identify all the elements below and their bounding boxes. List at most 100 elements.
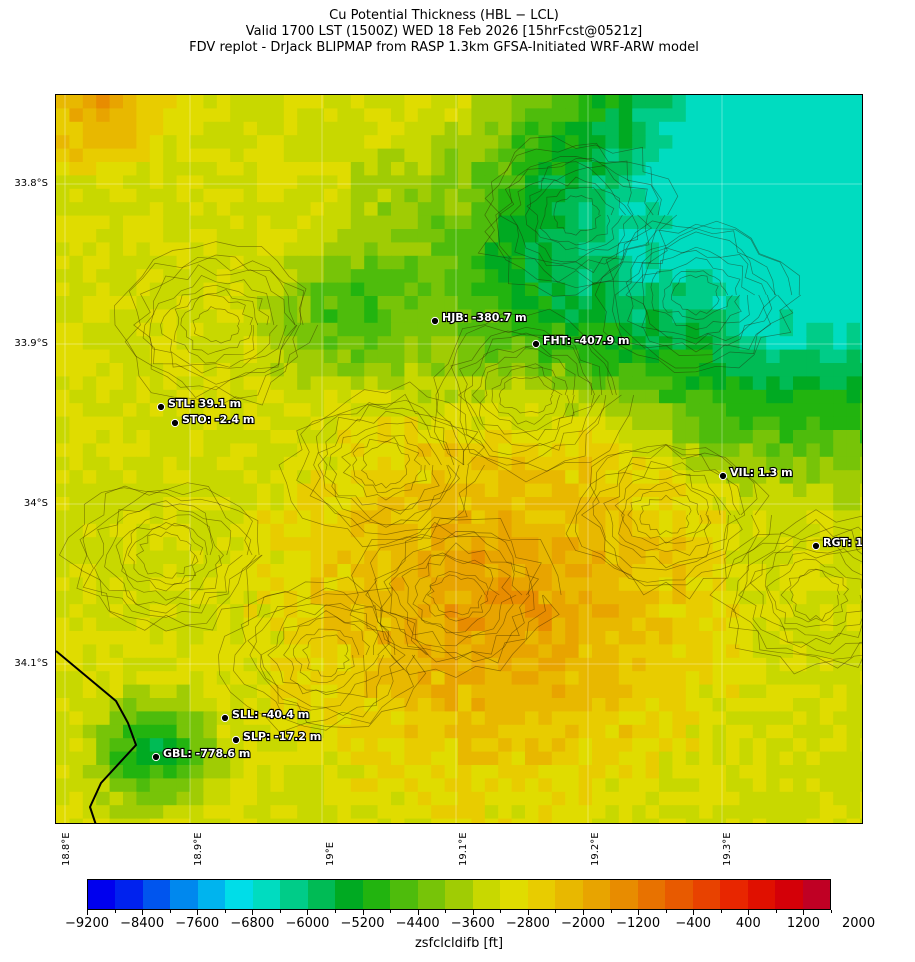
colorbar-cell bbox=[665, 880, 693, 909]
raster-cell bbox=[672, 95, 687, 109]
raster-cell bbox=[806, 389, 821, 404]
raster-cell bbox=[431, 711, 446, 726]
raster-cell bbox=[659, 671, 673, 686]
raster-cell bbox=[605, 751, 620, 766]
raster-cell bbox=[766, 483, 781, 498]
raster-cell bbox=[377, 483, 392, 498]
raster-cell bbox=[766, 738, 781, 753]
raster-cell bbox=[551, 818, 566, 823]
raster-cell bbox=[391, 470, 405, 485]
raster-cell bbox=[458, 296, 472, 310]
raster-cell bbox=[257, 389, 271, 404]
raster-cell bbox=[377, 443, 392, 458]
colorbar-tick-mark bbox=[472, 910, 474, 915]
station-rgt[interactable]: RGT: 117.8 m bbox=[811, 535, 863, 550]
raster-cell bbox=[283, 617, 298, 632]
raster-cell bbox=[618, 135, 633, 150]
raster-cell bbox=[243, 108, 258, 123]
raster-cell bbox=[846, 644, 861, 659]
raster-cell bbox=[444, 269, 459, 284]
raster-cell bbox=[538, 765, 553, 779]
raster-cell bbox=[819, 443, 834, 458]
station-stl[interactable]: STL: 39.1 m bbox=[156, 396, 242, 411]
raster-cell bbox=[297, 403, 312, 418]
raster-cell bbox=[498, 430, 513, 444]
raster-cell bbox=[391, 684, 405, 699]
raster-cell bbox=[699, 590, 714, 605]
raster-cell bbox=[605, 805, 620, 820]
raster-cell bbox=[444, 121, 459, 136]
raster-cell bbox=[350, 751, 365, 766]
raster-cell bbox=[257, 269, 271, 284]
raster-cell bbox=[444, 765, 459, 779]
station-fht[interactable]: FHT: -407.9 m bbox=[531, 333, 631, 348]
raster-cell bbox=[82, 711, 97, 726]
raster-cell bbox=[645, 604, 660, 619]
raster-cell bbox=[176, 376, 191, 391]
station-sto[interactable]: STO: -2.4 m bbox=[170, 412, 255, 427]
raster-cell bbox=[793, 322, 807, 337]
raster-cell bbox=[163, 215, 178, 230]
raster-cell bbox=[618, 818, 633, 823]
raster-cell bbox=[69, 188, 84, 203]
raster-cell bbox=[618, 363, 633, 377]
colorbar-tick-mark bbox=[831, 910, 832, 913]
station-vil[interactable]: VIL: 1.3 m bbox=[718, 465, 794, 480]
raster-cell bbox=[685, 577, 700, 592]
raster-cell bbox=[123, 403, 137, 418]
raster-cell bbox=[230, 470, 245, 485]
raster-cell bbox=[766, 631, 781, 645]
raster-cell bbox=[779, 483, 794, 498]
raster-cell bbox=[632, 349, 647, 364]
raster-cell bbox=[806, 296, 821, 310]
raster-cell bbox=[672, 711, 687, 726]
raster-cell bbox=[525, 322, 539, 337]
raster-cell bbox=[377, 456, 392, 471]
raster-cell bbox=[82, 644, 97, 659]
raster-cell bbox=[833, 215, 848, 230]
raster-cell bbox=[190, 456, 204, 471]
station-slp[interactable]: SLP: -17.2 m bbox=[231, 729, 322, 745]
raster-cell bbox=[578, 724, 593, 739]
raster-cell bbox=[659, 389, 673, 404]
raster-cell bbox=[659, 657, 673, 672]
raster-cell bbox=[511, 269, 526, 284]
raster-cell bbox=[56, 724, 70, 739]
raster-cell bbox=[565, 711, 580, 726]
raster-cell bbox=[793, 711, 807, 726]
raster-cell bbox=[699, 309, 714, 324]
raster-cell bbox=[819, 95, 834, 109]
raster-cell bbox=[793, 229, 807, 243]
raster-cell bbox=[685, 135, 700, 150]
colorbar-tick-label: −9200 bbox=[65, 916, 109, 931]
station-hjb[interactable]: HJB: -380.7 m bbox=[430, 310, 528, 325]
raster-cell bbox=[203, 322, 218, 337]
raster-cell bbox=[632, 470, 647, 485]
raster-cell bbox=[149, 202, 164, 217]
raster-cell bbox=[350, 416, 365, 431]
raster-cell bbox=[324, 483, 338, 498]
raster-cell bbox=[779, 510, 794, 525]
raster-cell bbox=[458, 242, 472, 257]
raster-cell bbox=[431, 671, 446, 686]
raster-cell bbox=[350, 644, 365, 659]
raster-cell bbox=[793, 604, 807, 619]
raster-cell bbox=[632, 791, 647, 806]
raster-cell bbox=[190, 162, 204, 176]
raster-cell bbox=[243, 416, 258, 431]
station-sll[interactable]: SLL: -40.4 m bbox=[220, 707, 310, 723]
raster-cell bbox=[149, 791, 164, 806]
raster-cell bbox=[377, 282, 392, 297]
raster-cell bbox=[417, 483, 432, 498]
raster-cell bbox=[833, 202, 848, 217]
raster-cell bbox=[484, 537, 499, 552]
map-plot-area[interactable]: HJB: -380.7 m FHT: -407.9 m STL: 39.1 m STO… bbox=[55, 94, 863, 824]
raster-cell bbox=[712, 577, 727, 592]
raster-cell bbox=[779, 108, 794, 123]
raster-cell bbox=[391, 443, 405, 458]
raster-cell bbox=[444, 510, 459, 525]
station-gbl[interactable]: GBL: -778.6 m bbox=[151, 746, 251, 762]
raster-cell bbox=[190, 430, 204, 444]
raster-cell bbox=[672, 443, 687, 458]
